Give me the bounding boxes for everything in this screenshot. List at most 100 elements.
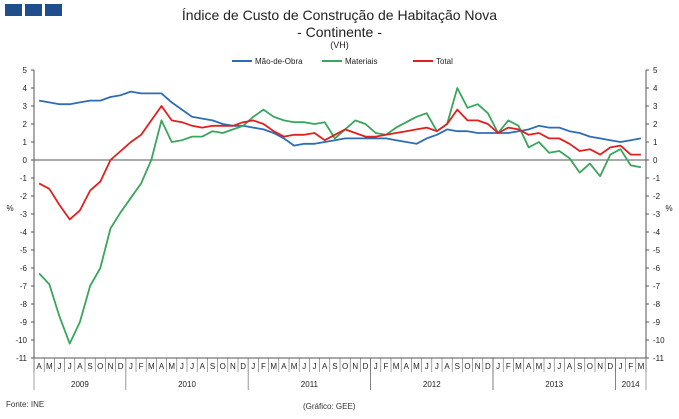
x-tick-label: S [577,362,582,371]
x-tick-label: J [374,362,378,371]
x-tick-label: O [97,362,103,371]
x-tick-label: M [638,362,645,371]
ine-logo-icon [5,4,62,16]
x-tick-label: M [46,362,53,371]
y-tick-label-right: -10 [653,336,665,345]
y-tick-label-right: -6 [653,264,661,273]
year-label: 2009 [71,380,89,389]
y-tick-label-right: 4 [653,84,658,93]
y-tick-label-left: -5 [20,246,28,255]
x-tick-label: J [190,362,194,371]
y-tick-label-right: -1 [653,174,661,183]
y-tick-label-right: 2 [653,120,658,129]
x-tick-label: M [515,362,522,371]
x-tick-label: M [270,362,277,371]
x-tick-label: J [313,362,317,371]
y-tick-label-right: -9 [653,318,661,327]
y-tick-label-right: -2 [653,192,661,201]
x-tick-label: J [129,362,133,371]
y-tick-label-left: -2 [20,192,28,201]
y-tick-label-left: -9 [20,318,28,327]
x-tick-label: A [36,362,42,371]
x-tick-label: N [352,362,358,371]
x-tick-label: A [444,362,450,371]
y-tick-label-left: 2 [23,120,28,129]
x-tick-label: S [332,362,337,371]
x-tick-label: D [485,362,491,371]
series-line-total [38,105,641,221]
y-tick-label-left: -1 [20,174,28,183]
x-tick-label: M [148,362,155,371]
x-tick-label: F [506,362,511,371]
y-tick-label-right: -3 [653,210,661,219]
year-label: 2010 [178,380,196,389]
y-axis-label-left: % [6,204,13,213]
x-tick-label: J [496,362,500,371]
y-tick-label-left: 4 [23,84,28,93]
y-tick-label-right: 1 [653,138,658,147]
logo-block [25,4,42,16]
y-tick-label-left: 1 [23,138,28,147]
year-label: 2011 [301,380,319,389]
legend-label: Mão-de-Obra [255,57,303,66]
series-line-materiais [38,87,642,345]
x-tick-label: A [159,362,165,371]
chart-subtitle: - Continente - [297,24,382,40]
x-tick-label: J [68,362,72,371]
x-tick-label: N [475,362,481,371]
x-tick-label: J [557,362,561,371]
x-tick-label: D [240,362,246,371]
x-tick-label: M [413,362,420,371]
x-tick-label: M [291,362,298,371]
y-tick-label-right: -5 [653,246,661,255]
chart-unit-note: (VH) [330,40,349,50]
y-tick-label-left: 5 [23,66,28,75]
x-tick-label: A [322,362,328,371]
x-tick-label: J [435,362,439,371]
x-tick-label: J [251,362,255,371]
x-tick-label: F [628,362,633,371]
x-tick-label: J [619,362,623,371]
x-tick-label: D [363,362,369,371]
x-tick-label: A [567,362,573,371]
year-label: 2012 [423,380,441,389]
x-tick-label: A [77,362,83,371]
year-label: 2013 [545,380,563,389]
x-tick-label: N [108,362,114,371]
x-tick-label: J [58,362,62,371]
y-tick-label-left: -3 [20,210,28,219]
y-tick-label-right: -11 [653,354,665,363]
chart-title: Índice de Custo de Construção de Habitaç… [181,7,498,23]
x-tick-label: J [180,362,184,371]
y-tick-label-left: 3 [23,102,28,111]
year-label: 2014 [622,380,640,389]
logo-block [5,4,22,16]
x-tick-label: S [87,362,92,371]
x-tick-label: N [597,362,603,371]
x-tick-label: O [464,362,470,371]
x-tick-label: O [587,362,593,371]
source-note: Fonte: INE [6,400,45,409]
y-tick-label-left: -11 [16,354,28,363]
y-axis-label-right: % [665,204,672,213]
y-tick-label-right: 0 [653,156,658,165]
x-tick-label: F [261,362,266,371]
y-tick-label-right: 3 [653,102,658,111]
x-tick-label: N [230,362,236,371]
y-tick-label-left: -7 [20,282,28,291]
x-tick-label: O [342,362,348,371]
y-tick-label-left: -10 [15,336,27,345]
legend-label: Materiais [345,57,377,66]
x-tick-label: A [200,362,206,371]
y-tick-label-right: -8 [653,300,661,309]
x-tick-label: F [139,362,144,371]
x-tick-label: A [281,362,287,371]
x-tick-label: F [383,362,388,371]
legend-label: Total [436,57,453,66]
x-tick-label: S [455,362,460,371]
x-tick-label: M [536,362,543,371]
x-tick-label: J [425,362,429,371]
y-tick-label-left: -6 [20,264,28,273]
x-tick-label: D [118,362,124,371]
